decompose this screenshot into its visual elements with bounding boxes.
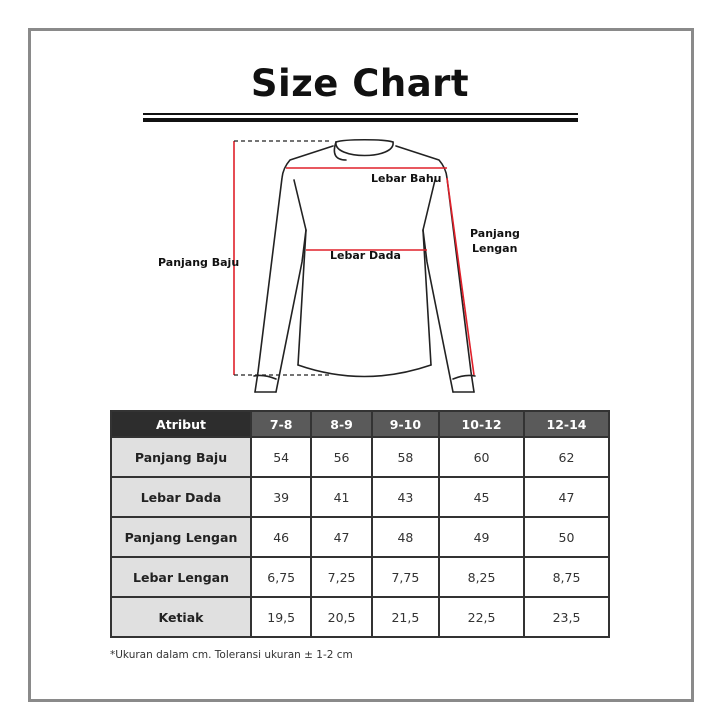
value-cell: 45 — [438, 476, 526, 518]
table-row: Panjang Lengan 46 47 48 49 50 — [110, 516, 610, 558]
title-divider-thin — [143, 113, 578, 115]
label-panjang-lengan-1: Panjang — [470, 227, 520, 240]
size-table: Atribut 7-8 8-9 9-10 10-12 12-14 Panjang… — [110, 410, 610, 638]
value-cell: 7,25 — [310, 556, 373, 598]
value-cell: 62 — [523, 436, 610, 478]
row-label: Lebar Lengan — [110, 556, 252, 598]
value-cell: 56 — [310, 436, 373, 478]
row-label: Ketiak — [110, 596, 252, 638]
value-cell: 22,5 — [438, 596, 526, 638]
row-label: Panjang Lengan — [110, 516, 252, 558]
value-cell: 47 — [310, 516, 373, 558]
value-cell: 8,75 — [523, 556, 610, 598]
header-cell: 8-9 — [310, 410, 373, 438]
value-cell: 41 — [310, 476, 373, 518]
shirt-outline — [253, 138, 476, 393]
row-label: Panjang Baju — [110, 436, 252, 478]
header-cell: 9-10 — [370, 410, 441, 438]
label-lebar-dada: Lebar Dada — [330, 249, 401, 262]
length-guide-dashes — [234, 140, 330, 376]
value-cell: 49 — [438, 516, 526, 558]
table-row: Lebar Lengan 6,75 7,25 7,75 8,25 8,75 — [110, 556, 610, 598]
value-cell: 6,75 — [249, 556, 313, 598]
value-cell: 20,5 — [310, 596, 373, 638]
footnote: *Ukuran dalam cm. Toleransi ukuran ± 1-2… — [110, 649, 353, 661]
label-lebar-bahu: Lebar Bahu — [371, 172, 442, 185]
header-cell: Atribut — [110, 410, 252, 438]
value-cell: 39 — [249, 476, 313, 518]
label-panjang-lengan-2: Lengan — [472, 242, 518, 255]
sleeve-measure-line — [446, 177, 475, 376]
page-title: Size Chart — [250, 62, 470, 105]
header-cell: 10-12 — [438, 410, 526, 438]
header-cell: 7-8 — [249, 410, 313, 438]
outer-frame — [28, 28, 694, 702]
value-cell: 21,5 — [370, 596, 441, 638]
label-panjang-baju: Panjang Baju — [158, 256, 240, 269]
value-cell: 60 — [438, 436, 526, 478]
value-cell: 50 — [523, 516, 610, 558]
value-cell: 23,5 — [523, 596, 610, 638]
table-row: Ketiak 19,5 20,5 21,5 22,5 23,5 — [110, 596, 610, 638]
value-cell: 19,5 — [249, 596, 313, 638]
title-divider-thick — [143, 118, 578, 122]
value-cell: 46 — [249, 516, 313, 558]
header-cell: 12-14 — [523, 410, 610, 438]
value-cell: 54 — [249, 436, 313, 478]
value-cell: 8,25 — [438, 556, 526, 598]
value-cell: 43 — [370, 476, 441, 518]
table-row: Lebar Dada 39 41 43 45 47 — [110, 476, 610, 518]
table-row: Panjang Baju 54 56 58 60 62 — [110, 436, 610, 478]
value-cell: 48 — [370, 516, 441, 558]
measure-lines — [233, 141, 475, 376]
value-cell: 7,75 — [370, 556, 441, 598]
table-header-row: Atribut 7-8 8-9 9-10 10-12 12-14 — [110, 410, 610, 438]
row-label: Lebar Dada — [110, 476, 252, 518]
value-cell: 58 — [370, 436, 441, 478]
value-cell: 47 — [523, 476, 610, 518]
